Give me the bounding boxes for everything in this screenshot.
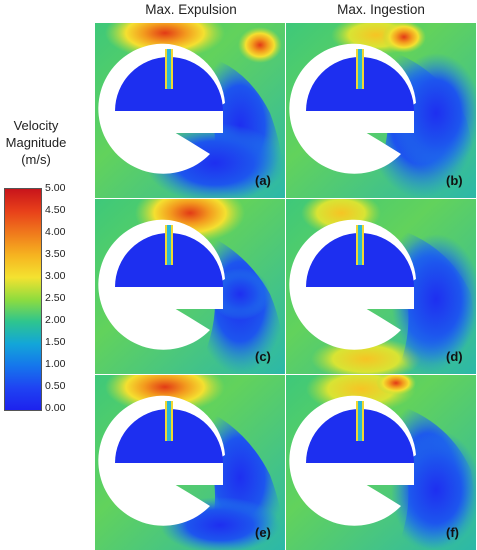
panel-e: (e) — [95, 375, 285, 550]
panel-label: (e) — [255, 525, 271, 540]
panel-label: (d) — [446, 349, 463, 364]
colorbar-tick: 4.00 — [45, 226, 66, 238]
colorbar-tick: 2.00 — [45, 314, 66, 326]
legend-title-line-2: Magnitude — [5, 135, 67, 150]
colorbar-tick: 1.00 — [45, 358, 66, 370]
panel-label: (f) — [446, 525, 459, 540]
column-title-ingestion: Max. Ingestion — [337, 2, 425, 17]
colorbar-tick: 3.50 — [45, 248, 66, 260]
panel-label: (a) — [255, 173, 271, 188]
panel-label: (c) — [255, 349, 271, 364]
colorbar-tick: 1.50 — [45, 336, 66, 348]
colorbar-tick: 0.50 — [45, 380, 66, 392]
legend-title-line-3: (m/s) — [21, 152, 51, 167]
legend-title: Velocity Magnitude (m/s) — [0, 117, 72, 168]
colorbar-tick: 0.00 — [45, 402, 66, 414]
panel-d: (d) — [286, 199, 476, 374]
column-title-expulsion: Max. Expulsion — [145, 2, 237, 17]
legend-title-line-1: Velocity — [13, 118, 59, 133]
colorbar — [4, 188, 42, 411]
colorbar-tick: 3.00 — [45, 270, 66, 282]
colorbar-tick: 4.50 — [45, 204, 66, 216]
panel-f: (f) — [286, 375, 476, 550]
colorbar-tick: 5.00 — [45, 182, 66, 194]
panel-label: (b) — [446, 173, 463, 188]
panel-b: (b) — [286, 23, 476, 198]
panel-a: (a) — [95, 23, 285, 198]
panel-c: (c) — [95, 199, 285, 374]
colorbar-tick: 2.50 — [45, 292, 66, 304]
